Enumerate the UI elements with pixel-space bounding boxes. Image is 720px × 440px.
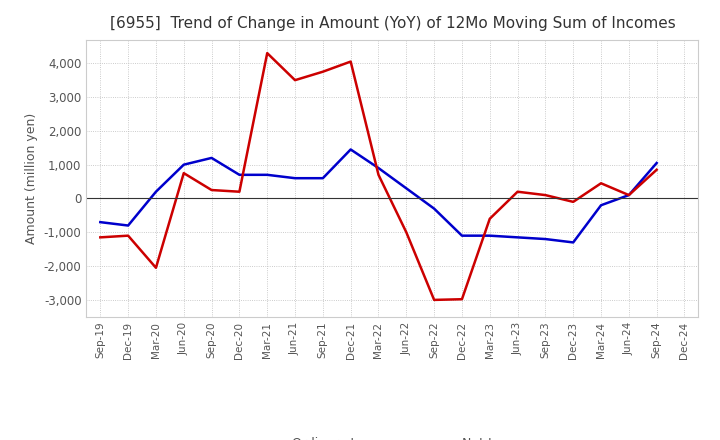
Ordinary Income: [458, 233, 467, 238]
Ordinary Income: [179, 162, 188, 167]
Net Income: [318, 69, 327, 74]
Ordinary Income: [402, 186, 410, 191]
Ordinary Income: [513, 235, 522, 240]
Ordinary Income: [318, 176, 327, 181]
Y-axis label: Amount (million yen): Amount (million yen): [25, 113, 38, 244]
Ordinary Income: [624, 192, 633, 198]
Ordinary Income: [263, 172, 271, 177]
Ordinary Income: [485, 233, 494, 238]
Net Income: [96, 235, 104, 240]
Ordinary Income: [152, 189, 161, 194]
Net Income: [597, 181, 606, 186]
Net Income: [569, 199, 577, 205]
Net Income: [207, 187, 216, 193]
Ordinary Income: [652, 160, 661, 165]
Ordinary Income: [346, 147, 355, 152]
Ordinary Income: [291, 176, 300, 181]
Net Income: [541, 192, 550, 198]
Ordinary Income: [96, 220, 104, 225]
Line: Net Income: Net Income: [100, 53, 657, 300]
Net Income: [513, 189, 522, 194]
Legend: Ordinary Income, Net Income: Ordinary Income, Net Income: [246, 432, 539, 440]
Net Income: [235, 189, 243, 194]
Ordinary Income: [569, 240, 577, 245]
Net Income: [291, 77, 300, 83]
Title: [6955]  Trend of Change in Amount (YoY) of 12Mo Moving Sum of Incomes: [6955] Trend of Change in Amount (YoY) o…: [109, 16, 675, 32]
Net Income: [430, 297, 438, 303]
Ordinary Income: [235, 172, 243, 177]
Ordinary Income: [597, 202, 606, 208]
Line: Ordinary Income: Ordinary Income: [100, 150, 657, 242]
Ordinary Income: [207, 155, 216, 161]
Net Income: [374, 172, 383, 177]
Ordinary Income: [124, 223, 132, 228]
Net Income: [179, 170, 188, 176]
Net Income: [346, 59, 355, 64]
Net Income: [263, 51, 271, 56]
Net Income: [624, 192, 633, 198]
Net Income: [152, 265, 161, 271]
Ordinary Income: [374, 165, 383, 171]
Net Income: [652, 167, 661, 172]
Net Income: [124, 233, 132, 238]
Net Income: [402, 230, 410, 235]
Net Income: [458, 297, 467, 302]
Ordinary Income: [541, 236, 550, 242]
Ordinary Income: [430, 206, 438, 211]
Net Income: [485, 216, 494, 221]
